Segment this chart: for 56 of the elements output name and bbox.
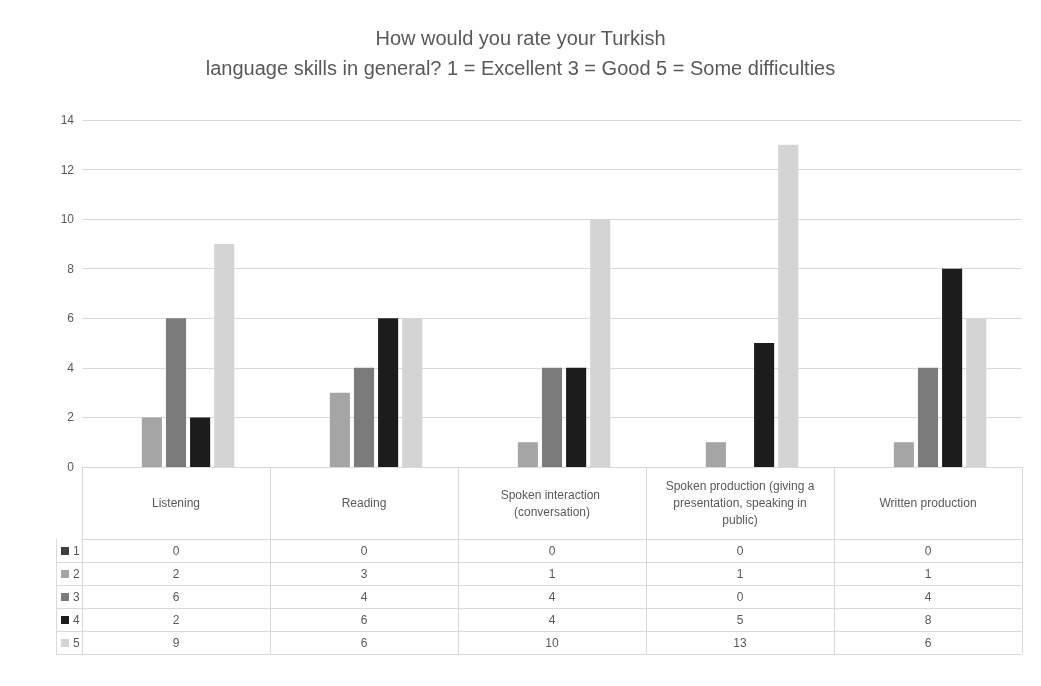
data-label: 3	[359, 565, 369, 583]
chart-title: How would you rate your Turkish language skills in general? 1 = Excellent 3 = Good 5 = Some difficulties	[205, 27, 836, 79]
data-label: 1	[923, 565, 933, 583]
x-tick-label: Written production	[879, 496, 977, 510]
y-tick-label: 14	[60, 113, 75, 127]
bar	[329, 392, 350, 467]
bar	[893, 442, 914, 467]
data-label: 0	[171, 542, 181, 560]
data-label: 4	[547, 588, 557, 606]
bar	[165, 318, 187, 467]
data-label: 6	[359, 634, 369, 652]
data-label: 10	[544, 634, 560, 652]
data-label: 2	[171, 565, 181, 583]
bar	[566, 367, 587, 467]
data-label: 0	[923, 542, 933, 560]
y-tick-label: 8	[67, 261, 75, 276]
data-label: 9	[171, 634, 181, 652]
data-label: 13	[732, 634, 748, 652]
data-label: 0	[735, 588, 745, 606]
data-label: 8	[923, 611, 933, 629]
bar	[517, 442, 538, 467]
bar	[754, 343, 775, 467]
bar	[378, 318, 399, 467]
data-label: 1	[547, 565, 557, 583]
y-tick-label: 4	[67, 360, 75, 375]
y-tick-label: 0	[67, 460, 75, 474]
data-label: 4	[359, 588, 369, 606]
x-tick-label: Spoken interaction (conversation)	[500, 487, 604, 519]
y-tick-label: 6	[67, 311, 75, 326]
data-label: 0	[735, 542, 745, 560]
legend-label: 3	[73, 589, 80, 604]
bar	[353, 367, 375, 467]
data-label: 0	[359, 542, 369, 560]
bar	[705, 442, 726, 467]
data-label: 1	[735, 565, 745, 583]
x-tick-label: Reading	[341, 496, 387, 510]
legend-label: 1	[73, 543, 80, 558]
bar	[190, 417, 211, 467]
x-tick-label: Listening	[151, 496, 201, 510]
y-tick-label: 12	[60, 162, 75, 177]
y-tick-label: 10	[60, 212, 75, 227]
data-label: 6	[359, 611, 369, 629]
data-label: 6	[923, 634, 933, 652]
y-tick-label: 2	[67, 410, 75, 425]
data-label: 0	[547, 542, 557, 560]
bar	[141, 417, 162, 467]
x-tick-label: Spoken production (giving a presentation, speaking in public)	[665, 479, 815, 527]
data-label: 4	[547, 611, 557, 629]
bar	[917, 367, 939, 467]
data-label: 4	[923, 588, 933, 606]
data-label: 2	[171, 611, 181, 629]
data-label: 5	[735, 611, 745, 629]
data-label: 6	[171, 588, 181, 606]
bar	[942, 268, 963, 467]
bar	[541, 367, 563, 467]
legend-label: 5	[73, 635, 80, 650]
